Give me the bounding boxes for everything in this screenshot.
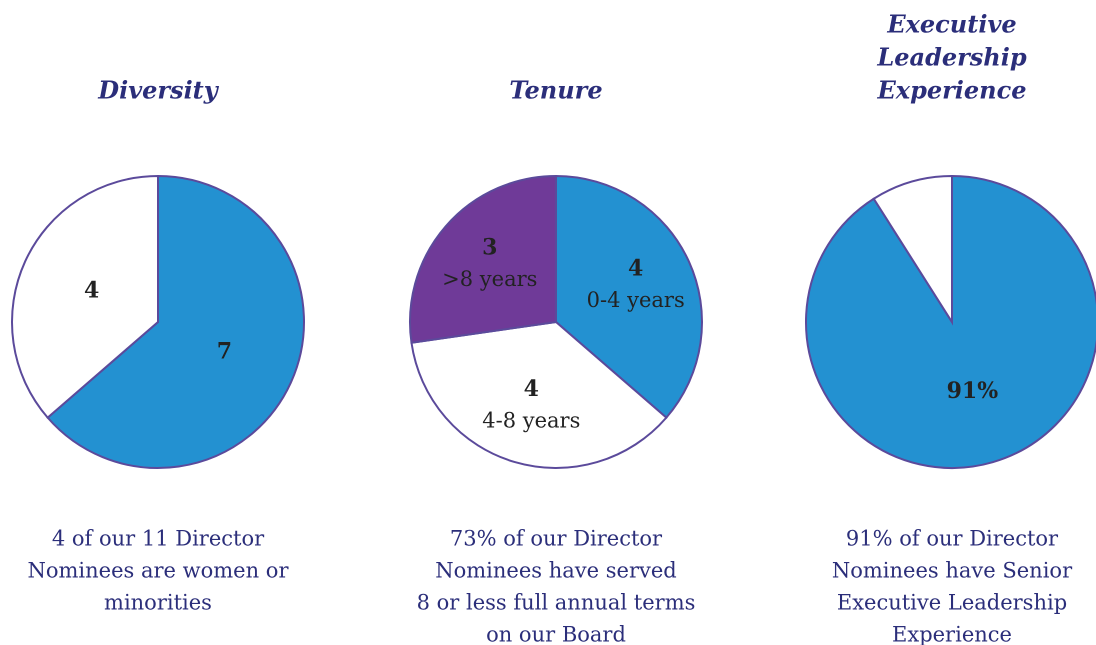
pie-slice <box>46 174 305 469</box>
chart-title: Diversity <box>97 76 220 105</box>
caption: Nominees have Senior <box>832 559 1073 583</box>
caption: minorities <box>104 591 212 615</box>
caption: on our Board <box>486 623 626 645</box>
caption: 8 or less full annual terms <box>417 591 696 615</box>
caption: 4 of our 11 Director <box>52 527 265 551</box>
pie-slice <box>409 174 557 344</box>
caption: Nominees have served <box>435 559 676 583</box>
chart-title: Tenure <box>509 76 602 105</box>
caption: Nominees are women or <box>28 559 290 583</box>
pie-slice <box>872 174 953 326</box>
chart-title: Experience <box>876 76 1026 105</box>
slice-value: 4 <box>524 376 539 402</box>
slice-value: 4 <box>84 278 99 304</box>
caption: Executive Leadership <box>837 591 1067 615</box>
chart-title: Executive <box>886 10 1016 39</box>
caption: 73% of our Director <box>450 527 663 551</box>
slice-value: 91% <box>947 378 999 404</box>
pie-slice <box>11 174 159 420</box>
slice-category: >8 years <box>442 267 537 291</box>
pie-slice <box>555 174 703 420</box>
slice-category: 4-8 years <box>482 409 580 433</box>
slice-value: 4 <box>628 256 643 282</box>
caption: Experience <box>892 623 1012 645</box>
chart-title: Leadership <box>876 43 1026 72</box>
caption: 91% of our Director <box>846 527 1059 551</box>
slice-value: 7 <box>217 338 232 364</box>
slice-value: 3 <box>482 235 497 261</box>
pie-slice <box>410 320 668 469</box>
slice-category: 0-4 years <box>587 288 685 312</box>
